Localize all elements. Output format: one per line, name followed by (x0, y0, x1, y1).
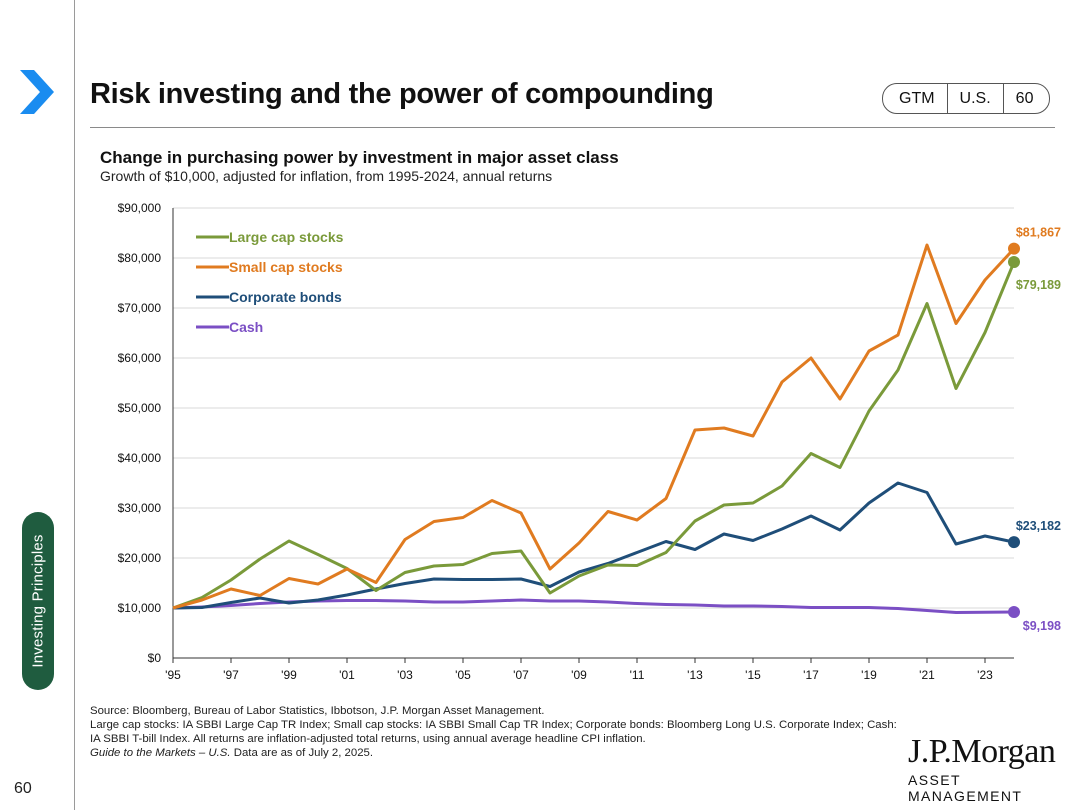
logo-subtitle: ASSET MANAGEMENT (908, 772, 1023, 804)
y-tick-label: $0 (148, 651, 162, 665)
guide-title: Guide to the Markets – U.S. (90, 747, 231, 759)
footnote-detail: Large cap stocks: IA SBBI Large Cap TR I… (90, 719, 897, 745)
chevron-right-icon (20, 70, 54, 114)
y-tick-label: $70,000 (118, 301, 162, 315)
legend-label: Cash (229, 319, 263, 335)
x-tick-label: '01 (339, 668, 355, 682)
x-tick-label: '21 (919, 668, 935, 682)
chart-title: Change in purchasing power by investment… (100, 148, 619, 167)
series-end-label: $81,867 (1016, 226, 1061, 240)
y-tick-label: $40,000 (118, 451, 162, 465)
x-tick-label: '13 (687, 668, 703, 682)
series-end-label: $79,189 (1016, 278, 1061, 292)
x-tick-label: '23 (977, 668, 993, 682)
legend-label: Large cap stocks (229, 229, 344, 245)
logo-wordmark: J.P.Morgan (908, 733, 1056, 770)
footnote-source: Source: Bloomberg, Bureau of Labor Stati… (90, 705, 545, 717)
x-tick-label: '17 (803, 668, 819, 682)
series-end-marker (1008, 242, 1020, 255)
x-tick-label: '05 (455, 668, 471, 682)
y-tick-label: $80,000 (118, 251, 162, 265)
x-tick-label: '11 (630, 668, 645, 682)
y-tick-label: $10,000 (118, 601, 162, 615)
x-tick-label: '19 (861, 668, 877, 682)
legend-label: Corporate bonds (229, 289, 342, 305)
series-line (172, 261, 1016, 610)
tag-region: U.S. (946, 84, 1003, 113)
series-end-marker (1008, 606, 1020, 619)
y-tick-label: $20,000 (118, 551, 162, 565)
x-tick-label: '99 (281, 668, 297, 682)
tag-gtm: GTM (899, 90, 935, 107)
x-tick-label: '03 (397, 668, 413, 682)
page-number: 60 (14, 780, 32, 797)
x-tick-label: '09 (571, 668, 587, 682)
chart-subtitle: Growth of $10,000, adjusted for inflatio… (100, 168, 553, 184)
series-line (172, 243, 1016, 610)
slide-tags: GTM U.S. 60 (882, 83, 1051, 114)
y-tick-label: $30,000 (118, 501, 162, 515)
series-end-marker (1008, 536, 1020, 549)
series-end-label: $23,182 (1016, 519, 1061, 533)
y-tick-label: $60,000 (118, 351, 162, 365)
section-tab[interactable] (22, 512, 54, 690)
series-line (172, 481, 1015, 610)
footnote-as-of: Guide to the Markets – U.S. Data are as … (90, 746, 373, 760)
y-tick-label: $90,000 (118, 201, 162, 215)
x-tick-label: '15 (745, 668, 761, 682)
x-tick-label: '97 (223, 668, 239, 682)
series-end-marker (1008, 256, 1020, 269)
legend-label: Small cap stocks (229, 259, 343, 275)
y-tick-label: $50,000 (118, 401, 162, 415)
x-tick-label: '07 (513, 668, 529, 682)
x-tick-label: '95 (165, 668, 181, 682)
sidebar-divider (74, 0, 75, 810)
as-of-date: Data are as of July 2, 2025. (233, 747, 374, 759)
page-title: Risk investing and the power of compound… (90, 78, 714, 110)
title-divider (90, 127, 1055, 128)
line-chart: $0 $10,000 $20,000 $30,000 $40,000 $50,000 $60… (118, 201, 1061, 682)
series-end-label: $9,198 (1023, 619, 1061, 633)
tag-slide-number: 60 (1002, 84, 1050, 113)
